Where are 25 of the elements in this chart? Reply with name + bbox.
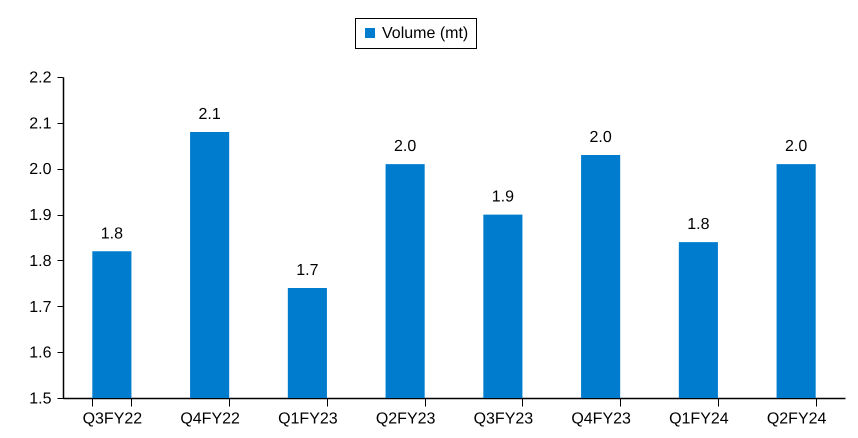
x-tick-label: Q1FY23	[278, 410, 338, 428]
data-label: 2.0	[785, 138, 808, 156]
y-tick-label: 2.2	[29, 70, 52, 86]
y-tick-label: 1.5	[29, 390, 52, 408]
data-label: 1.9	[492, 188, 514, 206]
data-label: 1.7	[296, 262, 319, 279]
y-tick-label: 2.0	[29, 161, 52, 178]
data-label: 1.8	[100, 225, 124, 242]
data-label: 2.0	[590, 128, 612, 146]
y-tick-label: 1.9	[29, 207, 52, 224]
y-tick-label: 1.8	[29, 252, 52, 270]
x-tick-label: Q2FY24	[766, 410, 827, 428]
legend-label: Volume (mt)	[382, 25, 468, 42]
x-tick-label: Q4FY23	[571, 410, 632, 428]
y-tick-label: 1.7	[29, 298, 52, 316]
data-label: 2.0	[394, 138, 416, 156]
data-label: 1.8	[687, 216, 710, 234]
x-tick-label: Q3FY22	[82, 410, 142, 428]
y-tick-label: 1.6	[29, 344, 52, 362]
x-tick-label: Q3FY23	[474, 410, 534, 428]
y-tick-label: 2.1	[29, 115, 52, 132]
x-tick-label: Q1FY24	[669, 410, 729, 428]
x-tick-label: Q2FY23	[376, 410, 436, 428]
data-label: 2.1	[198, 106, 221, 124]
x-tick-label: Q4FY22	[180, 410, 240, 428]
